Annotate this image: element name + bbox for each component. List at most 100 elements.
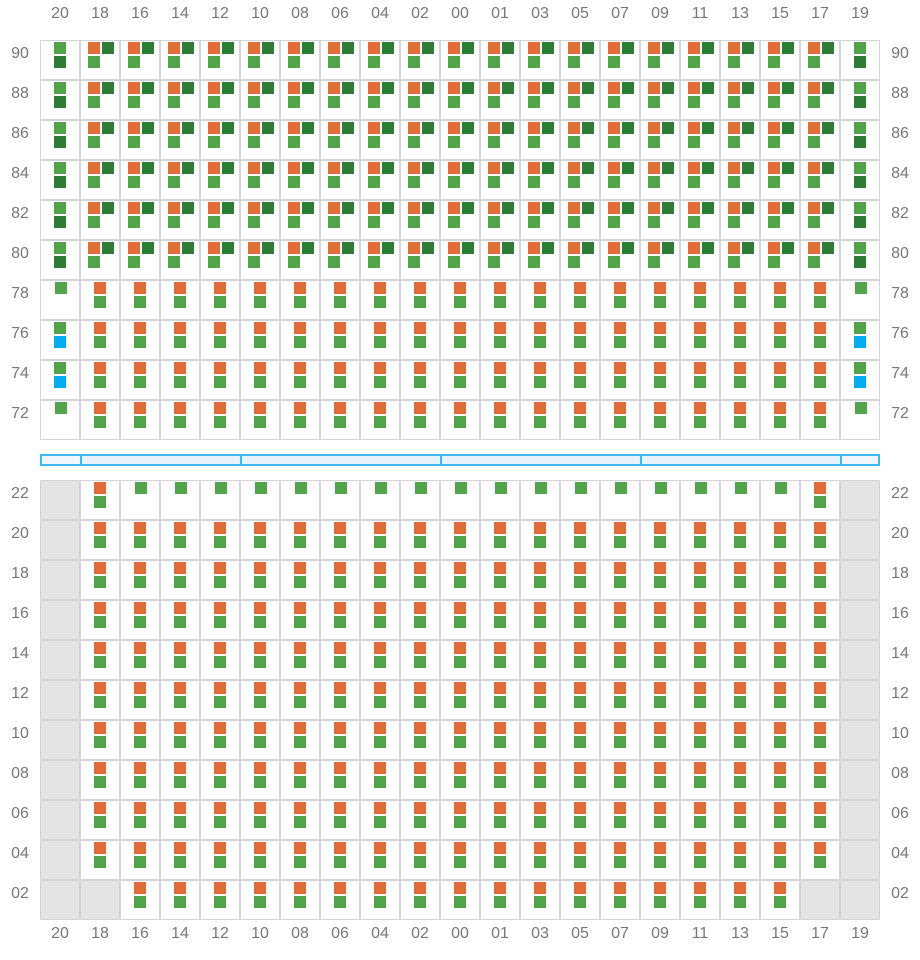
- orange-seat[interactable]: [774, 882, 786, 894]
- grid-cell[interactable]: [440, 800, 480, 840]
- orange-seat[interactable]: [294, 402, 306, 414]
- grid-cell[interactable]: [640, 480, 680, 520]
- grid-cell[interactable]: [320, 80, 360, 120]
- orange-seat[interactable]: [214, 882, 226, 894]
- green-seat[interactable]: [694, 736, 706, 748]
- green-seat[interactable]: [448, 96, 460, 108]
- grid-cell[interactable]: [520, 600, 560, 640]
- orange-seat[interactable]: [208, 82, 220, 94]
- green-seat[interactable]: [734, 736, 746, 748]
- green-seat[interactable]: [534, 656, 546, 668]
- dark-green-seat[interactable]: [822, 242, 834, 254]
- orange-seat[interactable]: [214, 402, 226, 414]
- orange-seat[interactable]: [374, 522, 386, 534]
- orange-seat[interactable]: [88, 122, 100, 134]
- orange-seat[interactable]: [88, 42, 100, 54]
- grid-cell[interactable]: [640, 80, 680, 120]
- orange-seat[interactable]: [774, 522, 786, 534]
- green-seat[interactable]: [254, 536, 266, 548]
- grid-cell[interactable]: [200, 640, 240, 680]
- grid-cell[interactable]: [640, 800, 680, 840]
- grid-cell[interactable]: [480, 800, 520, 840]
- grid-cell[interactable]: [160, 800, 200, 840]
- dark-green-seat[interactable]: [822, 82, 834, 94]
- grid-cell[interactable]: [160, 840, 200, 880]
- dark-green-seat[interactable]: [54, 96, 66, 108]
- green-seat[interactable]: [734, 336, 746, 348]
- green-seat[interactable]: [94, 336, 106, 348]
- grid-cell[interactable]: [40, 40, 80, 80]
- grid-cell[interactable]: [320, 480, 360, 520]
- orange-seat[interactable]: [654, 802, 666, 814]
- grid-cell[interactable]: [520, 680, 560, 720]
- grid-cell[interactable]: [560, 800, 600, 840]
- orange-seat[interactable]: [574, 762, 586, 774]
- orange-seat[interactable]: [494, 842, 506, 854]
- grid-cell[interactable]: [80, 800, 120, 840]
- green-seat[interactable]: [294, 816, 306, 828]
- orange-seat[interactable]: [88, 162, 100, 174]
- green-seat[interactable]: [128, 176, 140, 188]
- dark-green-seat[interactable]: [582, 202, 594, 214]
- orange-seat[interactable]: [254, 722, 266, 734]
- green-seat[interactable]: [174, 336, 186, 348]
- dark-green-seat[interactable]: [662, 162, 674, 174]
- green-seat[interactable]: [214, 616, 226, 628]
- grid-cell[interactable]: [720, 400, 760, 440]
- dark-green-seat[interactable]: [742, 202, 754, 214]
- green-seat[interactable]: [134, 296, 146, 308]
- green-seat[interactable]: [174, 576, 186, 588]
- orange-seat[interactable]: [174, 562, 186, 574]
- orange-seat[interactable]: [94, 602, 106, 614]
- aisle-segment[interactable]: [80, 454, 242, 466]
- orange-seat[interactable]: [414, 722, 426, 734]
- dark-green-seat[interactable]: [182, 82, 194, 94]
- green-seat[interactable]: [688, 136, 700, 148]
- green-seat[interactable]: [328, 56, 340, 68]
- green-seat[interactable]: [54, 322, 66, 334]
- green-seat[interactable]: [94, 736, 106, 748]
- orange-seat[interactable]: [134, 682, 146, 694]
- grid-cell[interactable]: [240, 240, 280, 280]
- grid-cell[interactable]: [760, 360, 800, 400]
- dark-green-seat[interactable]: [382, 202, 394, 214]
- grid-cell[interactable]: [160, 520, 200, 560]
- orange-seat[interactable]: [94, 762, 106, 774]
- orange-seat[interactable]: [574, 802, 586, 814]
- green-seat[interactable]: [94, 656, 106, 668]
- grid-cell[interactable]: [160, 280, 200, 320]
- grid-cell[interactable]: [840, 280, 880, 320]
- green-seat[interactable]: [294, 736, 306, 748]
- green-seat[interactable]: [88, 256, 100, 268]
- green-seat[interactable]: [448, 256, 460, 268]
- green-seat[interactable]: [574, 376, 586, 388]
- grid-cell[interactable]: [560, 880, 600, 920]
- grid-cell[interactable]: [800, 240, 840, 280]
- green-seat[interactable]: [614, 856, 626, 868]
- orange-seat[interactable]: [128, 122, 140, 134]
- grid-cell[interactable]: [120, 680, 160, 720]
- green-seat[interactable]: [335, 482, 347, 494]
- grid-cell[interactable]: [160, 640, 200, 680]
- orange-seat[interactable]: [774, 362, 786, 374]
- grid-cell[interactable]: [680, 840, 720, 880]
- grid-cell[interactable]: [440, 840, 480, 880]
- dark-green-seat[interactable]: [702, 122, 714, 134]
- green-seat[interactable]: [414, 736, 426, 748]
- green-seat[interactable]: [734, 616, 746, 628]
- grid-cell[interactable]: [760, 480, 800, 520]
- orange-seat[interactable]: [294, 762, 306, 774]
- grid-cell[interactable]: [400, 600, 440, 640]
- orange-seat[interactable]: [94, 482, 106, 494]
- grid-cell[interactable]: [320, 520, 360, 560]
- orange-seat[interactable]: [214, 642, 226, 654]
- dark-green-seat[interactable]: [702, 202, 714, 214]
- green-seat[interactable]: [414, 376, 426, 388]
- green-seat[interactable]: [574, 896, 586, 908]
- orange-seat[interactable]: [614, 682, 626, 694]
- green-seat[interactable]: [574, 696, 586, 708]
- orange-seat[interactable]: [728, 82, 740, 94]
- grid-cell[interactable]: [280, 600, 320, 640]
- grid-cell[interactable]: [640, 880, 680, 920]
- green-seat[interactable]: [494, 376, 506, 388]
